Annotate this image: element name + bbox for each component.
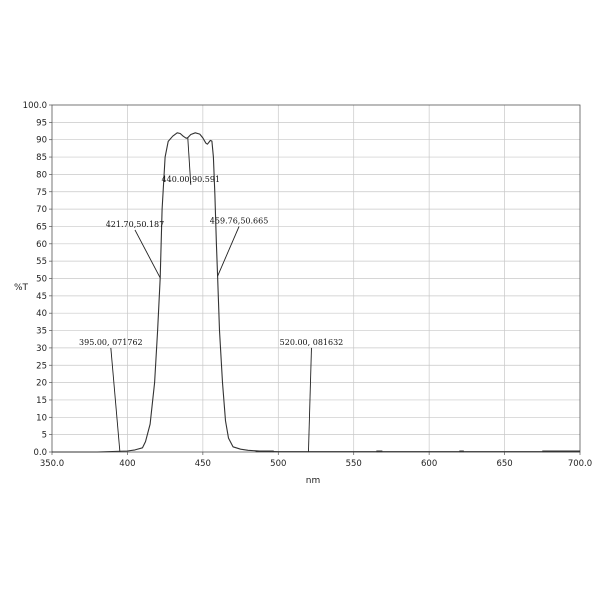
y-tick-label: 65 [36, 222, 47, 232]
x-tick-label: 550 [346, 459, 362, 469]
x-tick-label: 500 [270, 459, 286, 469]
y-tick-label: 85 [36, 153, 47, 163]
annotation-leader [308, 347, 312, 452]
y-axis-label: %T [14, 283, 29, 293]
x-tick-label: 400 [119, 459, 135, 469]
annotation-label: 440.00,90.591 [162, 175, 221, 184]
y-tick-label: 5 [42, 431, 47, 441]
y-tick-label: 45 [36, 292, 47, 302]
x-tick-label: 650 [496, 459, 512, 469]
y-tick-label: 55 [36, 257, 47, 267]
y-tick-label: 40 [36, 309, 47, 319]
annotation-leader [187, 137, 192, 185]
y-tick-label: 35 [36, 327, 47, 337]
y-tick-label: 25 [36, 361, 47, 371]
x-tick-label: 350.0 [40, 459, 64, 469]
x-axis-label: nm [306, 476, 320, 486]
series-layer [52, 132, 580, 453]
y-tick-label: 20 [36, 379, 47, 389]
y-tick-label: 90 [36, 136, 47, 146]
x-tick-label: 600 [421, 459, 437, 469]
y-tick-label: 30 [36, 344, 47, 354]
annotation-label: 459.76,50.665 [210, 216, 269, 225]
x-tick-label: 700.0 [568, 459, 592, 469]
y-tick-label: 60 [36, 240, 47, 250]
series-line [52, 132, 580, 453]
y-tick-label: 75 [36, 188, 47, 198]
y-tick-label: 80 [36, 170, 47, 180]
y-tick-label: 0.0 [33, 448, 47, 458]
annotation-layer: 395.00, 071762 421.70,50.187 440.00,90.591… [79, 137, 344, 452]
x-tick-label: 450 [195, 459, 211, 469]
x-axis-ticks: 350.0 400 450 500 550 600 650 700.0 [40, 452, 592, 469]
y-tick-label: 15 [36, 396, 47, 406]
annotation-leader [110, 347, 121, 452]
grid [52, 105, 580, 452]
y-tick-label: 50 [36, 275, 47, 285]
annotation-leader [217, 226, 240, 277]
annotation-leader [134, 229, 161, 279]
y-axis-ticks: 0.0 5 10 15 20 25 30 35 40 45 50 55 60 65 70 75 80 85 90 95… [23, 101, 52, 458]
annotation-label: 421.70,50.187 [106, 220, 165, 229]
y-tick-label: 95 [36, 118, 47, 128]
annotation-label: 520.00, 081632 [280, 338, 344, 347]
y-tick-label: 10 [36, 413, 47, 423]
y-tick-label: 70 [36, 205, 47, 215]
y-tick-label: 100.0 [23, 101, 47, 111]
annotation-label: 395.00, 071762 [79, 338, 143, 347]
